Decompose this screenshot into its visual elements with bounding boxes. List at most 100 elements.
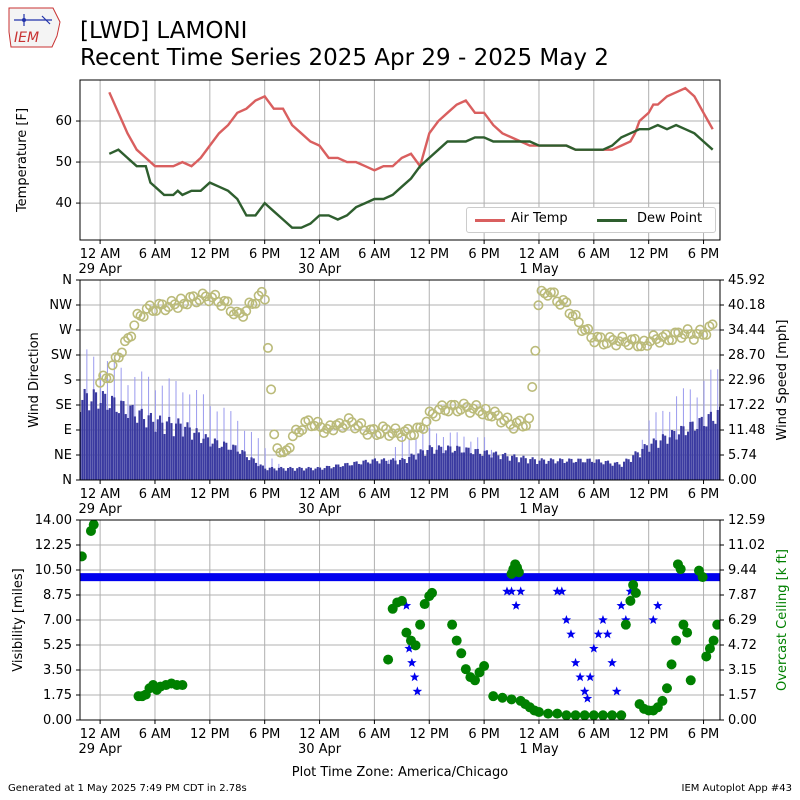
wind-direction-point xyxy=(527,382,538,393)
wind-speed-bar xyxy=(554,463,557,480)
wind-speed-bar xyxy=(220,446,223,480)
ceiling-point xyxy=(661,683,672,694)
wind-direction-point xyxy=(682,324,693,335)
vis-y-tick-label-1: 1.75 xyxy=(43,688,72,703)
x-tick-label-vis-6: 12 PM xyxy=(409,727,449,742)
wind-direction-point xyxy=(564,308,575,319)
ceiling-point xyxy=(419,599,430,610)
wind-speed-bar xyxy=(165,421,168,480)
wind-speed-bar xyxy=(531,457,534,480)
ceiling-point xyxy=(628,579,639,590)
wind-speed-bar xyxy=(373,458,376,480)
wind-speed-bar xyxy=(675,439,678,480)
wind-speed-bar xyxy=(120,400,123,480)
wind-speed-bar xyxy=(613,462,616,480)
visibility-point xyxy=(582,693,593,703)
visibility-point xyxy=(506,586,517,596)
wind-speed-bar xyxy=(360,464,363,480)
wind-speed-bar xyxy=(506,456,509,480)
wind-direction-point xyxy=(701,329,712,340)
ceiling-point xyxy=(383,654,394,665)
ceiling-point xyxy=(460,664,471,675)
wind-speed-bar xyxy=(140,408,143,480)
wind-speed-bar xyxy=(540,458,543,480)
wind-speed-bar xyxy=(581,462,584,480)
wind-direction-point xyxy=(225,306,236,317)
ceiling-point xyxy=(456,648,467,659)
wind-speed-bar xyxy=(399,459,402,480)
wind-direction-point xyxy=(138,311,149,322)
wind-speed-bar xyxy=(149,412,152,480)
wind-direction-point xyxy=(284,442,295,453)
vis-axes-frame xyxy=(79,519,721,721)
x-tick-label-wind-6: 12 PM xyxy=(409,487,449,502)
x-tick-label-temp-8: 12 AM xyxy=(519,247,560,262)
wind-speed-bar xyxy=(607,460,610,480)
wind-speed-bar xyxy=(92,389,95,480)
temp-y-label: Temperature [F] xyxy=(15,108,30,213)
wind-speed-tick-label-4: 22.96 xyxy=(728,373,765,388)
wind-speed-bar xyxy=(275,470,278,480)
wind-speed-bar xyxy=(657,447,660,480)
wind-speed-bar xyxy=(405,463,408,480)
wind-speed-bar xyxy=(234,445,237,480)
wind-direction-point xyxy=(377,421,388,432)
wind-speed-bar xyxy=(492,452,495,480)
wind-direction-point xyxy=(639,335,650,346)
wind-speed-bar xyxy=(179,423,182,480)
wind-speed-bar xyxy=(328,466,331,480)
wind-speed-bar xyxy=(202,438,205,480)
wind-speed-bar xyxy=(643,444,646,480)
x-date-label-wind-1: 30 Apr xyxy=(298,502,342,517)
wind-dir-tick-label-6: W xyxy=(59,323,72,338)
wind-speed-bar xyxy=(111,395,114,480)
wind-speed-bar xyxy=(83,388,86,480)
wind-speed-bar xyxy=(369,463,372,480)
ceiling-point xyxy=(704,643,715,654)
wind-speed-bar xyxy=(714,423,717,480)
ceiling-point xyxy=(620,619,631,630)
wind-speed-bar xyxy=(353,461,356,480)
wind-speed-tick-label-7: 40.18 xyxy=(728,298,765,313)
wind-speed-bar xyxy=(584,462,587,480)
wind-speed-bar xyxy=(611,465,614,480)
wind-direction-point xyxy=(536,285,547,296)
wind-direction-point xyxy=(353,420,364,431)
wind-direction-point xyxy=(561,297,572,308)
x-tick-label-temp-10: 12 PM xyxy=(629,247,669,262)
wind-speed-bar xyxy=(122,401,125,480)
x-date-label-vis-1: 30 Apr xyxy=(298,742,342,757)
ceiling-point xyxy=(701,651,712,662)
wind-speed-bar xyxy=(346,462,349,480)
wind-speed-bar xyxy=(95,392,98,480)
wind-speed-bar xyxy=(129,405,132,480)
wind-speed-bar xyxy=(147,415,150,480)
temperature-legend: Air Temp Dew Point xyxy=(466,207,716,233)
wind-speed-bar xyxy=(186,422,189,480)
wind-speed-bar xyxy=(229,449,232,480)
x-tick-label-wind-1: 6 AM xyxy=(139,487,172,502)
x-tick-label-vis-11: 6 PM xyxy=(688,727,719,742)
wind-speed-bar xyxy=(666,443,669,480)
x-tick-label-vis-10: 12 PM xyxy=(629,727,669,742)
wind-direction-point xyxy=(660,329,671,340)
wind-speed-bar xyxy=(223,441,226,480)
wind-direction-point xyxy=(238,311,249,322)
wind-direction-point xyxy=(548,287,559,298)
wind-speed-bar xyxy=(380,459,383,480)
x-date-label-vis-0: 29 Apr xyxy=(79,742,123,757)
temp-y-tick-label-1: 50 xyxy=(55,155,72,170)
wind-speed-bar xyxy=(504,452,507,480)
wind-speed-bar xyxy=(520,457,523,480)
wind-speed-tick-label-1: 5.74 xyxy=(728,448,757,463)
wind-direction-point xyxy=(269,429,280,440)
wind-speed-bar xyxy=(712,420,715,480)
wind-speed-bar xyxy=(291,468,294,480)
visibility-point xyxy=(515,586,526,596)
wind-direction-point xyxy=(583,323,594,334)
ceiling-point xyxy=(513,567,524,578)
wind-speed-bar xyxy=(293,470,296,480)
wind-direction-point xyxy=(107,360,118,371)
wind-speed-bar xyxy=(344,463,347,480)
visibility-point xyxy=(407,657,417,667)
